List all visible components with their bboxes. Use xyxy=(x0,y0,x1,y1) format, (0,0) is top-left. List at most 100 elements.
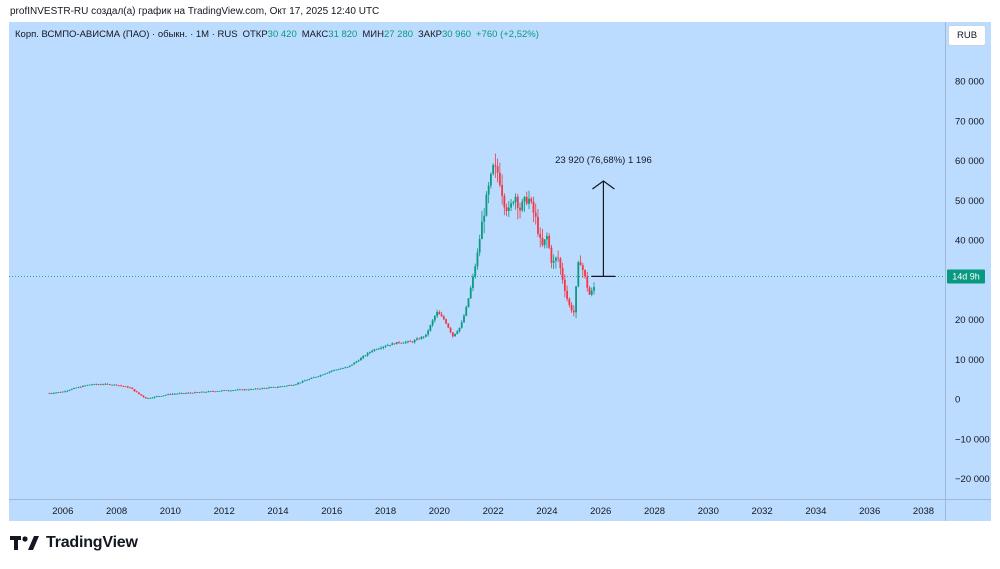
candle-body xyxy=(362,356,365,359)
candle-body xyxy=(292,384,295,386)
price-tag-box xyxy=(947,269,985,284)
measure-arrowhead xyxy=(592,180,615,190)
candle-body xyxy=(243,389,246,391)
candle-body xyxy=(519,207,521,211)
candle-body xyxy=(189,392,192,394)
candle-body xyxy=(194,392,196,394)
y-tick-label: −20 000 xyxy=(955,474,990,485)
candle-body xyxy=(422,336,425,338)
candle-body xyxy=(445,319,447,324)
x-tick-label: 2006 xyxy=(52,506,73,517)
candle-body xyxy=(521,201,524,211)
candle-body xyxy=(317,376,320,378)
candle-body xyxy=(259,388,261,390)
price-tag-label: 14d 9h xyxy=(952,272,980,282)
y-tick-label: 60 000 xyxy=(955,156,984,167)
candle-body xyxy=(512,202,515,204)
candle-body xyxy=(180,393,183,394)
x-tick-label: 2016 xyxy=(321,506,342,517)
candle-body xyxy=(449,327,452,333)
candle-body xyxy=(149,397,152,399)
candle-body xyxy=(534,212,537,217)
candle-body xyxy=(133,389,136,392)
candle-body xyxy=(496,166,499,173)
measure-label: 23 920 (76,68%) 1 196 xyxy=(555,155,652,166)
candle-body xyxy=(503,195,506,208)
candle-body xyxy=(451,332,454,337)
candle-body xyxy=(52,393,55,394)
candle-body xyxy=(355,361,358,363)
y-tick-label: 40 000 xyxy=(955,236,984,247)
candle-body xyxy=(77,386,80,388)
candle-body xyxy=(570,304,573,311)
candle-body xyxy=(458,327,461,332)
candle-body xyxy=(413,340,416,343)
x-tick-label: 2028 xyxy=(644,506,665,517)
candle-body xyxy=(416,338,418,341)
candle-body xyxy=(227,390,230,392)
tradingview-logo-text: TradingView xyxy=(46,534,138,551)
candle-body xyxy=(185,393,187,394)
candle-body xyxy=(501,184,504,196)
candle-body xyxy=(386,345,389,346)
candle-body xyxy=(321,374,324,376)
candle-body xyxy=(299,382,302,384)
candle-body xyxy=(75,387,78,389)
candle-body xyxy=(169,394,172,395)
candle-body xyxy=(366,352,369,356)
currency-button[interactable]: RUB xyxy=(948,25,986,46)
candle-body xyxy=(440,314,443,317)
candle-body xyxy=(528,198,530,204)
candle-body xyxy=(554,257,557,261)
candle-body xyxy=(182,393,185,394)
candle-body xyxy=(543,239,546,246)
candle-body xyxy=(209,391,212,393)
candle-body xyxy=(342,368,344,369)
candle-body xyxy=(404,341,407,343)
candle-body xyxy=(485,194,488,216)
candle-body xyxy=(476,252,479,267)
candle-body xyxy=(472,276,474,288)
candle-body xyxy=(86,384,89,386)
candle-body xyxy=(79,386,82,388)
low-value: 27 280 xyxy=(383,29,414,40)
candle-body xyxy=(312,377,315,379)
candle-body xyxy=(550,247,553,263)
candle-body xyxy=(268,387,270,389)
candle-body xyxy=(229,390,232,392)
candle-body xyxy=(478,239,481,253)
candle-body xyxy=(489,173,492,186)
x-tick-label: 2036 xyxy=(859,506,880,517)
candle-body xyxy=(203,391,205,393)
candle-body xyxy=(178,393,181,395)
candle-body xyxy=(483,215,486,222)
candle-body xyxy=(584,269,586,277)
symbol-legend: Корп. ВСМПО-АВИСМА (ПАО) · обыкн. · 1М ·… xyxy=(15,29,539,40)
candle-body xyxy=(95,384,98,385)
x-tick-label: 2026 xyxy=(590,506,611,517)
y-tick-label: 50 000 xyxy=(955,196,984,207)
candle-body xyxy=(252,389,255,390)
candle-body xyxy=(212,391,214,393)
y-tick-label: 80 000 xyxy=(955,77,984,88)
candle-body xyxy=(467,298,470,308)
candle-body xyxy=(357,360,360,362)
candle-body xyxy=(324,373,326,375)
x-tick-label: 2014 xyxy=(267,506,288,517)
candle-body xyxy=(474,266,477,277)
candle-body xyxy=(456,331,459,334)
candle-body xyxy=(407,341,409,342)
candle-body xyxy=(187,392,190,394)
candle-body xyxy=(256,388,259,390)
candle-body xyxy=(541,237,544,246)
candle-body xyxy=(104,383,107,385)
candle-body xyxy=(214,391,217,393)
candle-body xyxy=(308,378,311,380)
tradingview-logo[interactable]: TradingView xyxy=(10,534,138,552)
candle-body xyxy=(593,287,595,291)
candle-body xyxy=(429,325,432,331)
candle-body xyxy=(315,376,317,378)
candle-body xyxy=(234,389,237,391)
